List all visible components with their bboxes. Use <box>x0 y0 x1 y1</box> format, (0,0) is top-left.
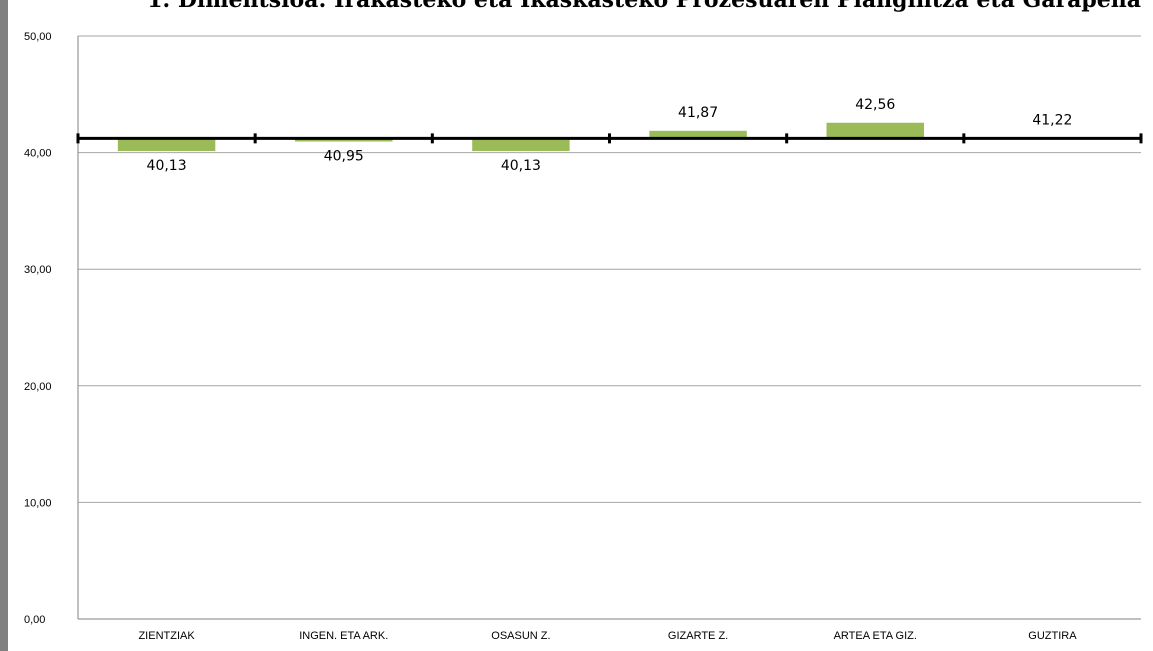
x-tick-label: ARTEA ETA GIZ. <box>834 630 917 642</box>
y-tick-label: 20,00 <box>24 381 52 393</box>
bar <box>472 138 570 152</box>
left-border <box>0 0 8 651</box>
chart-title: 1. Dimentsioa: Irakasteko eta Ikaskastek… <box>147 0 1141 13</box>
data-label: 41,22 <box>1032 112 1072 128</box>
x-tick-label: ZIENTZIAK <box>138 630 195 642</box>
bar <box>649 130 747 139</box>
bar <box>117 138 216 152</box>
data-label: 40,13 <box>147 158 187 174</box>
y-tick-label: 50,00 <box>24 31 52 43</box>
y-tick-label: 0,00 <box>24 614 45 626</box>
x-tick-label: OSASUN Z. <box>491 630 550 642</box>
x-tick-label: INGEN. ETA ARK. <box>299 630 388 642</box>
y-tick-label: 30,00 <box>24 264 52 276</box>
y-tick-label: 10,00 <box>24 497 52 509</box>
x-tick-label: GUZTIRA <box>1028 630 1077 642</box>
data-label: 40,95 <box>324 149 364 165</box>
x-tick-label: GIZARTE Z. <box>668 630 728 642</box>
bar <box>295 138 393 142</box>
bar <box>826 122 924 139</box>
data-label: 42,56 <box>855 97 895 113</box>
data-label: 40,13 <box>501 158 541 174</box>
data-label: 41,87 <box>678 105 718 121</box>
y-tick-label: 40,00 <box>24 148 52 160</box>
